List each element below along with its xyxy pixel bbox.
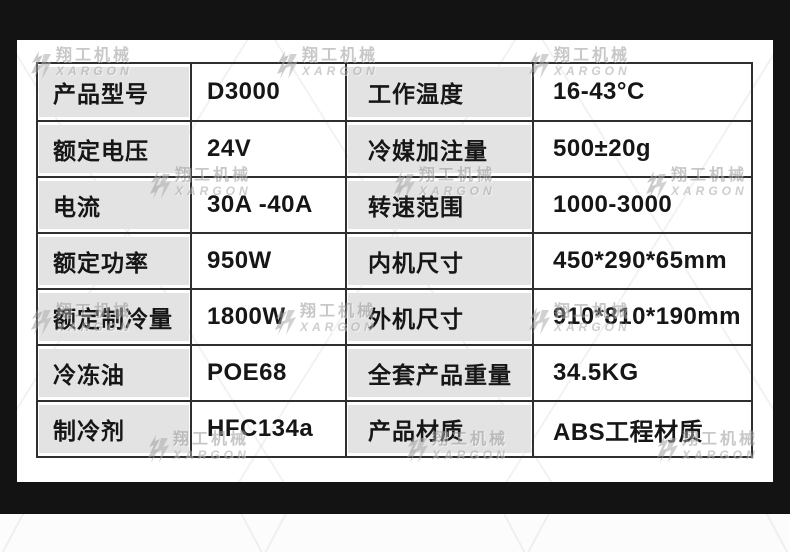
cell-text: 转速范围 (368, 194, 464, 220)
spec-label-cell: 冷冻油 (38, 344, 190, 400)
cell-text: 34.5KG (553, 359, 639, 386)
spec-label-cell: 产品材质 (345, 400, 532, 456)
spec-label-cell: 冷媒加注量 (345, 120, 532, 176)
spec-value-cell: 450*290*65mm (532, 232, 751, 288)
spec-label-cell: 额定功率 (38, 232, 190, 288)
spec-panel: 产品型号 D3000 工作温度 16-43°C 额定电压 24V 冷媒加注量 500±20g 电… (17, 40, 773, 482)
spec-value-cell: 24V (190, 120, 345, 176)
spec-value-cell: D3000 (190, 64, 345, 120)
cell-text: 冷冻油 (53, 362, 125, 388)
cell-text: 冷媒加注量 (368, 138, 488, 164)
cell-text: D3000 (207, 78, 281, 105)
spec-value-cell: 950W (190, 232, 345, 288)
cell-text: 外机尺寸 (368, 306, 464, 332)
spec-value-cell: HFC134a (190, 400, 345, 456)
cell-text: 950W (207, 247, 272, 274)
spec-label-cell: 额定电压 (38, 120, 190, 176)
cell-text: 1000-3000 (553, 191, 673, 218)
spec-value-cell: 1800W (190, 288, 345, 344)
spec-label-cell: 电流 (38, 176, 190, 232)
spec-value-cell: 1000-3000 (532, 176, 751, 232)
spec-label-cell: 外机尺寸 (345, 288, 532, 344)
cell-text: 产品型号 (53, 81, 149, 107)
cell-text: 额定电压 (53, 138, 149, 164)
cell-text: 500±20g (553, 135, 652, 162)
cell-text: 30A -40A (207, 191, 313, 218)
spec-label-cell: 产品型号 (38, 64, 190, 120)
cell-text: POE68 (207, 359, 287, 386)
spec-value-cell: 910*810*190mm (532, 288, 751, 344)
spec-value-cell: 34.5KG (532, 344, 751, 400)
spec-value-cell: 30A -40A (190, 176, 345, 232)
cell-text: 全套产品重量 (368, 362, 512, 388)
cell-text: 产品材质 (368, 418, 464, 444)
spec-value-cell: ABS工程材质 (532, 400, 751, 456)
spec-label-cell: 全套产品重量 (345, 344, 532, 400)
cell-text: 工作温度 (368, 81, 464, 107)
spec-label-cell: 转速范围 (345, 176, 532, 232)
spec-label-cell: 额定制冷量 (38, 288, 190, 344)
spec-value-cell: 16-43°C (532, 64, 751, 120)
cell-text: 电流 (53, 194, 101, 220)
cell-text: ABS工程材质 (553, 418, 704, 446)
spec-label-cell: 内机尺寸 (345, 232, 532, 288)
cell-text: 额定功率 (53, 250, 149, 276)
spec-table: 产品型号 D3000 工作温度 16-43°C 额定电压 24V 冷媒加注量 500±20g 电… (36, 62, 753, 458)
cell-text: 24V (207, 135, 252, 162)
cell-text: 16-43°C (553, 78, 645, 105)
spec-value-cell: 500±20g (532, 120, 751, 176)
spec-value-cell: POE68 (190, 344, 345, 400)
cell-text: 内机尺寸 (368, 250, 464, 276)
cell-text: HFC134a (207, 415, 314, 442)
cell-text: 额定制冷量 (53, 306, 173, 332)
cell-text: 910*810*190mm (553, 303, 741, 330)
cell-text: 450*290*65mm (553, 247, 728, 274)
cell-text: 制冷剂 (53, 418, 125, 444)
cell-text: 1800W (207, 303, 286, 330)
spec-label-cell: 制冷剂 (38, 400, 190, 456)
spec-label-cell: 工作温度 (345, 64, 532, 120)
